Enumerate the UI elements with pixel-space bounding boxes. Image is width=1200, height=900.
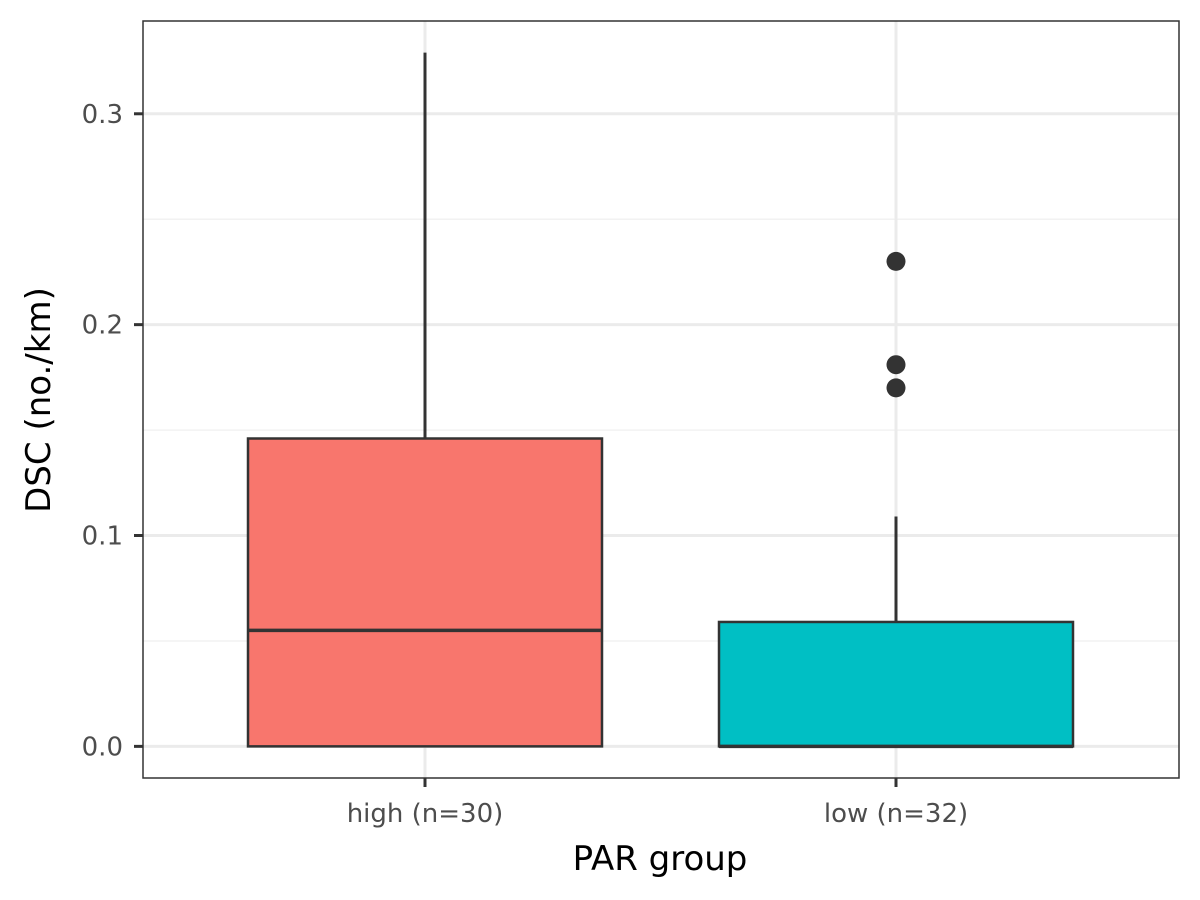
box-group-high — [246, 52, 604, 748]
panel-border — [142, 20, 1180, 779]
x-tick-label: high (n=30) — [347, 799, 504, 829]
outlier-point — [886, 355, 906, 375]
box-layer — [246, 52, 1075, 749]
box-group-low — [717, 251, 1075, 749]
y-tick-label: 0.2 — [82, 311, 123, 341]
box-iqr — [246, 437, 604, 748]
y-tick-label: 0.0 — [82, 732, 123, 762]
outlier-point — [886, 378, 906, 398]
y-tick-label: 0.3 — [82, 100, 123, 130]
axis-layer: 0.0 0.1 0.2 0.3 high (n=30) low (n=32) — [82, 100, 969, 829]
box-iqr — [717, 620, 1075, 748]
y-tick-label: 0.1 — [82, 522, 123, 552]
x-tick-label: low (n=32) — [824, 799, 968, 829]
outlier-point — [886, 251, 906, 271]
y-axis-title: DSC (no./km) — [19, 287, 59, 513]
x-axis-title: PAR group — [573, 839, 748, 879]
